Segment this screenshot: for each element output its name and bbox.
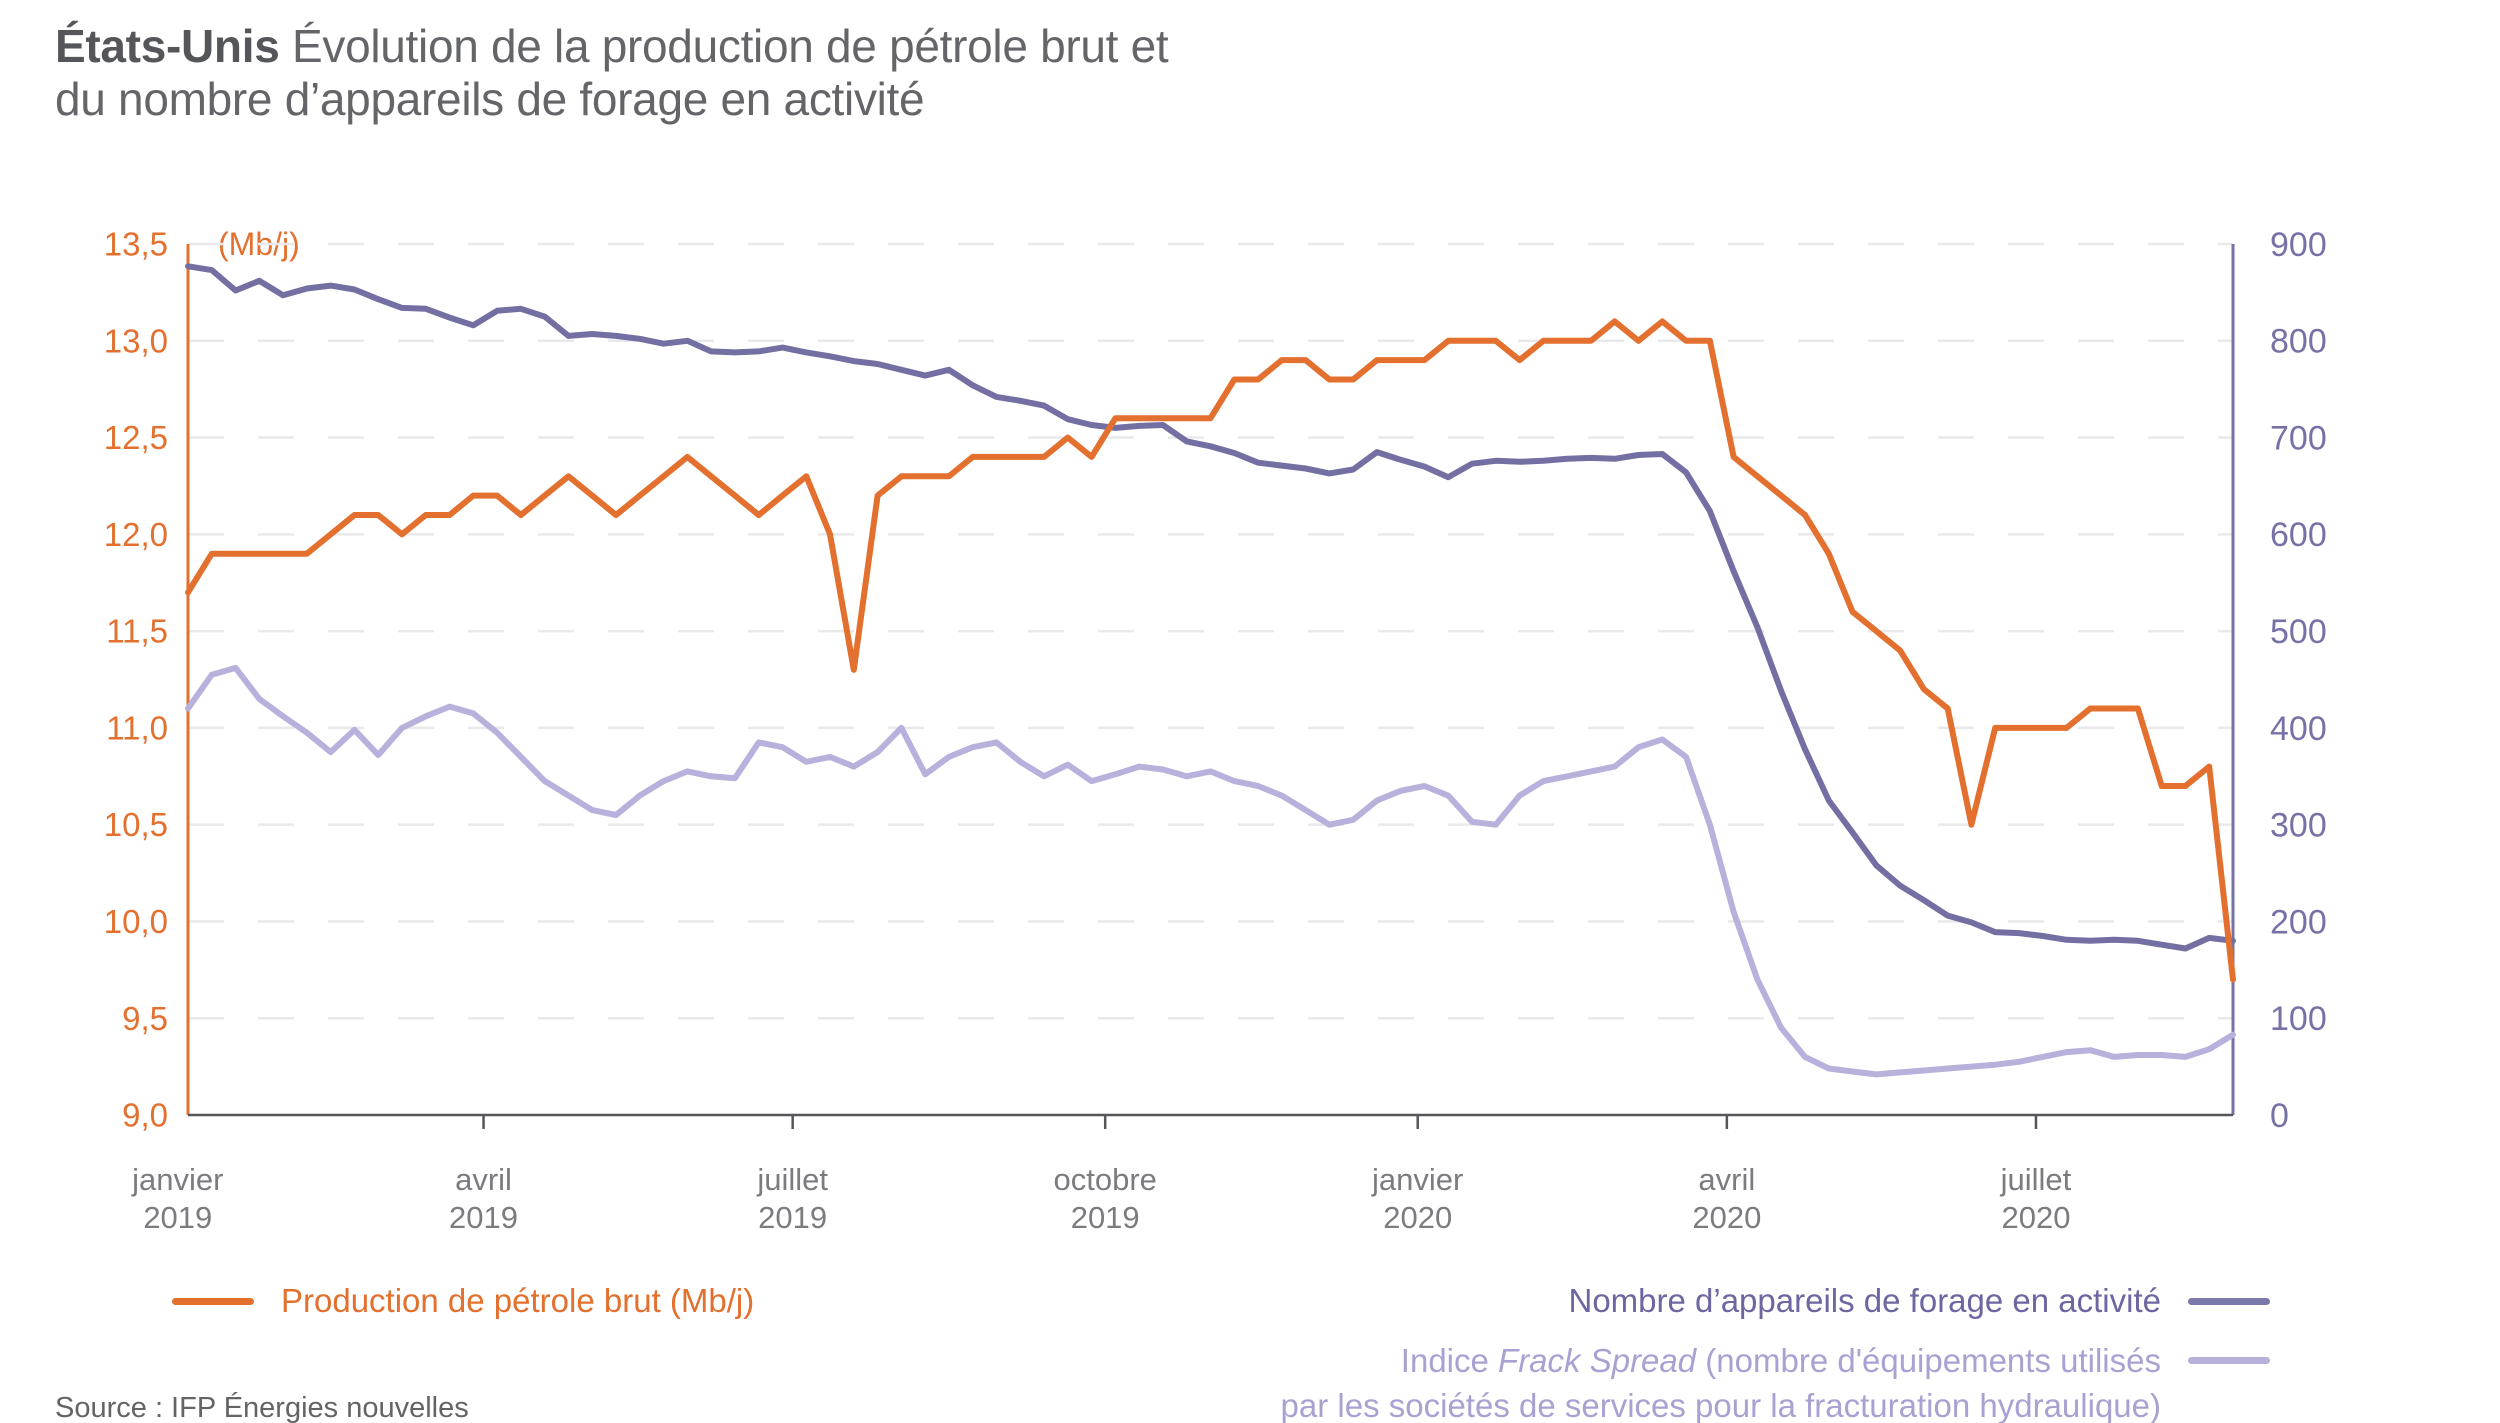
left-axis-tick-label: 12,5 bbox=[104, 419, 168, 456]
legend-frack-spread-label: Indice Frack Spread (nombre d'équipement… bbox=[1281, 1338, 2161, 1423]
left-axis-tick-label: 12,0 bbox=[104, 516, 168, 553]
right-axis-tick-label: 600 bbox=[2270, 516, 2327, 554]
frack-line-swatch-icon bbox=[2188, 1357, 2270, 1364]
right-axis-tick-label: 300 bbox=[2270, 807, 2327, 845]
title-text-1: Évolution de la production de pétrole br… bbox=[291, 20, 1169, 72]
left-axis-tick-label: 9,0 bbox=[122, 1097, 168, 1134]
x-axis-month-label: juillet bbox=[756, 1162, 828, 1197]
chart-generated-layers: 13,5 900 13,0 800 12,5 700 12,0 600 11,5 500 11,0 4… bbox=[104, 226, 2327, 1235]
right-axis-tick-label: 0 bbox=[2270, 1097, 2289, 1135]
x-axis-month-label: octobre bbox=[1053, 1162, 1156, 1197]
left-axis-tick-label: 10,5 bbox=[104, 806, 168, 843]
right-axis-tick-label: 500 bbox=[2270, 613, 2327, 651]
source-note: Source : IFP Énergies nouvelles bbox=[55, 1392, 469, 1423]
x-axis-year-label: 2020 bbox=[1692, 1200, 1761, 1235]
right-axis-tick-label: 800 bbox=[2270, 323, 2327, 361]
x-axis-year-label: 2020 bbox=[1383, 1200, 1452, 1235]
left-axis-tick-label: 11,0 bbox=[106, 709, 168, 746]
right-axis-tick-label: 700 bbox=[2270, 419, 2327, 457]
x-axis-month-label: avril bbox=[455, 1162, 512, 1197]
left-axis-tick-label: 10,0 bbox=[104, 903, 168, 940]
left-axis-tick-label: 13,5 bbox=[104, 226, 168, 263]
x-axis-year-label: 2019 bbox=[758, 1200, 827, 1235]
title-region: États-Unis bbox=[55, 20, 280, 72]
x-axis-year-label: 2020 bbox=[2001, 1200, 2070, 1235]
legend-frack-spread: Indice Frack Spread (nombre d'équipement… bbox=[1281, 1338, 2270, 1423]
legend-rigs: Nombre d’appareils de forage en activité bbox=[1568, 1282, 2270, 1320]
left-axis-tick-label: 13,0 bbox=[104, 322, 168, 359]
right-axis-tick-label: 900 bbox=[2270, 226, 2327, 264]
legend-production: Production de pétrole brut (Mb/j) bbox=[172, 1282, 754, 1320]
production-line bbox=[185, 318, 2236, 983]
right-axis-tick-label: 400 bbox=[2270, 710, 2327, 748]
legend-frack-line-1: Indice Frack Spread (nombre d'équipement… bbox=[1400, 1342, 2161, 1379]
x-axis-month-label: juillet bbox=[2000, 1162, 2072, 1197]
right-axis-tick-label: 100 bbox=[2270, 1000, 2327, 1038]
legend-frack-line-2: par les sociétés de services pour la fra… bbox=[1280, 1387, 2161, 1423]
left-axis-tick-label: 9,5 bbox=[122, 1000, 168, 1037]
x-axis-month-label: janvier bbox=[1371, 1162, 1463, 1197]
right-axis-tick-label: 200 bbox=[2270, 903, 2327, 941]
frack-spread-line bbox=[185, 664, 2236, 1078]
x-axis-month-label: janvier bbox=[131, 1162, 223, 1197]
title-line-1: États-Unis Évolution de la production de… bbox=[55, 20, 1169, 73]
production-line-swatch-icon bbox=[172, 1297, 254, 1305]
legend-production-label: Production de pétrole brut (Mb/j) bbox=[281, 1282, 755, 1319]
x-axis-month-label: avril bbox=[1698, 1162, 1755, 1197]
page-title: États-Unis Évolution de la production de… bbox=[55, 20, 1169, 126]
left-axis-tick-label: 11,5 bbox=[106, 613, 168, 650]
x-axis-year-label: 2019 bbox=[1071, 1200, 1140, 1235]
frack-spread-italic: Frack Spread bbox=[1498, 1342, 1697, 1379]
x-axis-year-label: 2019 bbox=[449, 1200, 518, 1235]
legend-rigs-label: Nombre d’appareils de forage en activité bbox=[1568, 1282, 2161, 1319]
rigs-line bbox=[185, 263, 2236, 952]
title-text-2: du nombre d’appareils de forage en activ… bbox=[55, 73, 925, 125]
rigs-line-swatch-icon bbox=[2188, 1297, 2270, 1305]
x-axis-year-label: 2019 bbox=[143, 1200, 212, 1235]
